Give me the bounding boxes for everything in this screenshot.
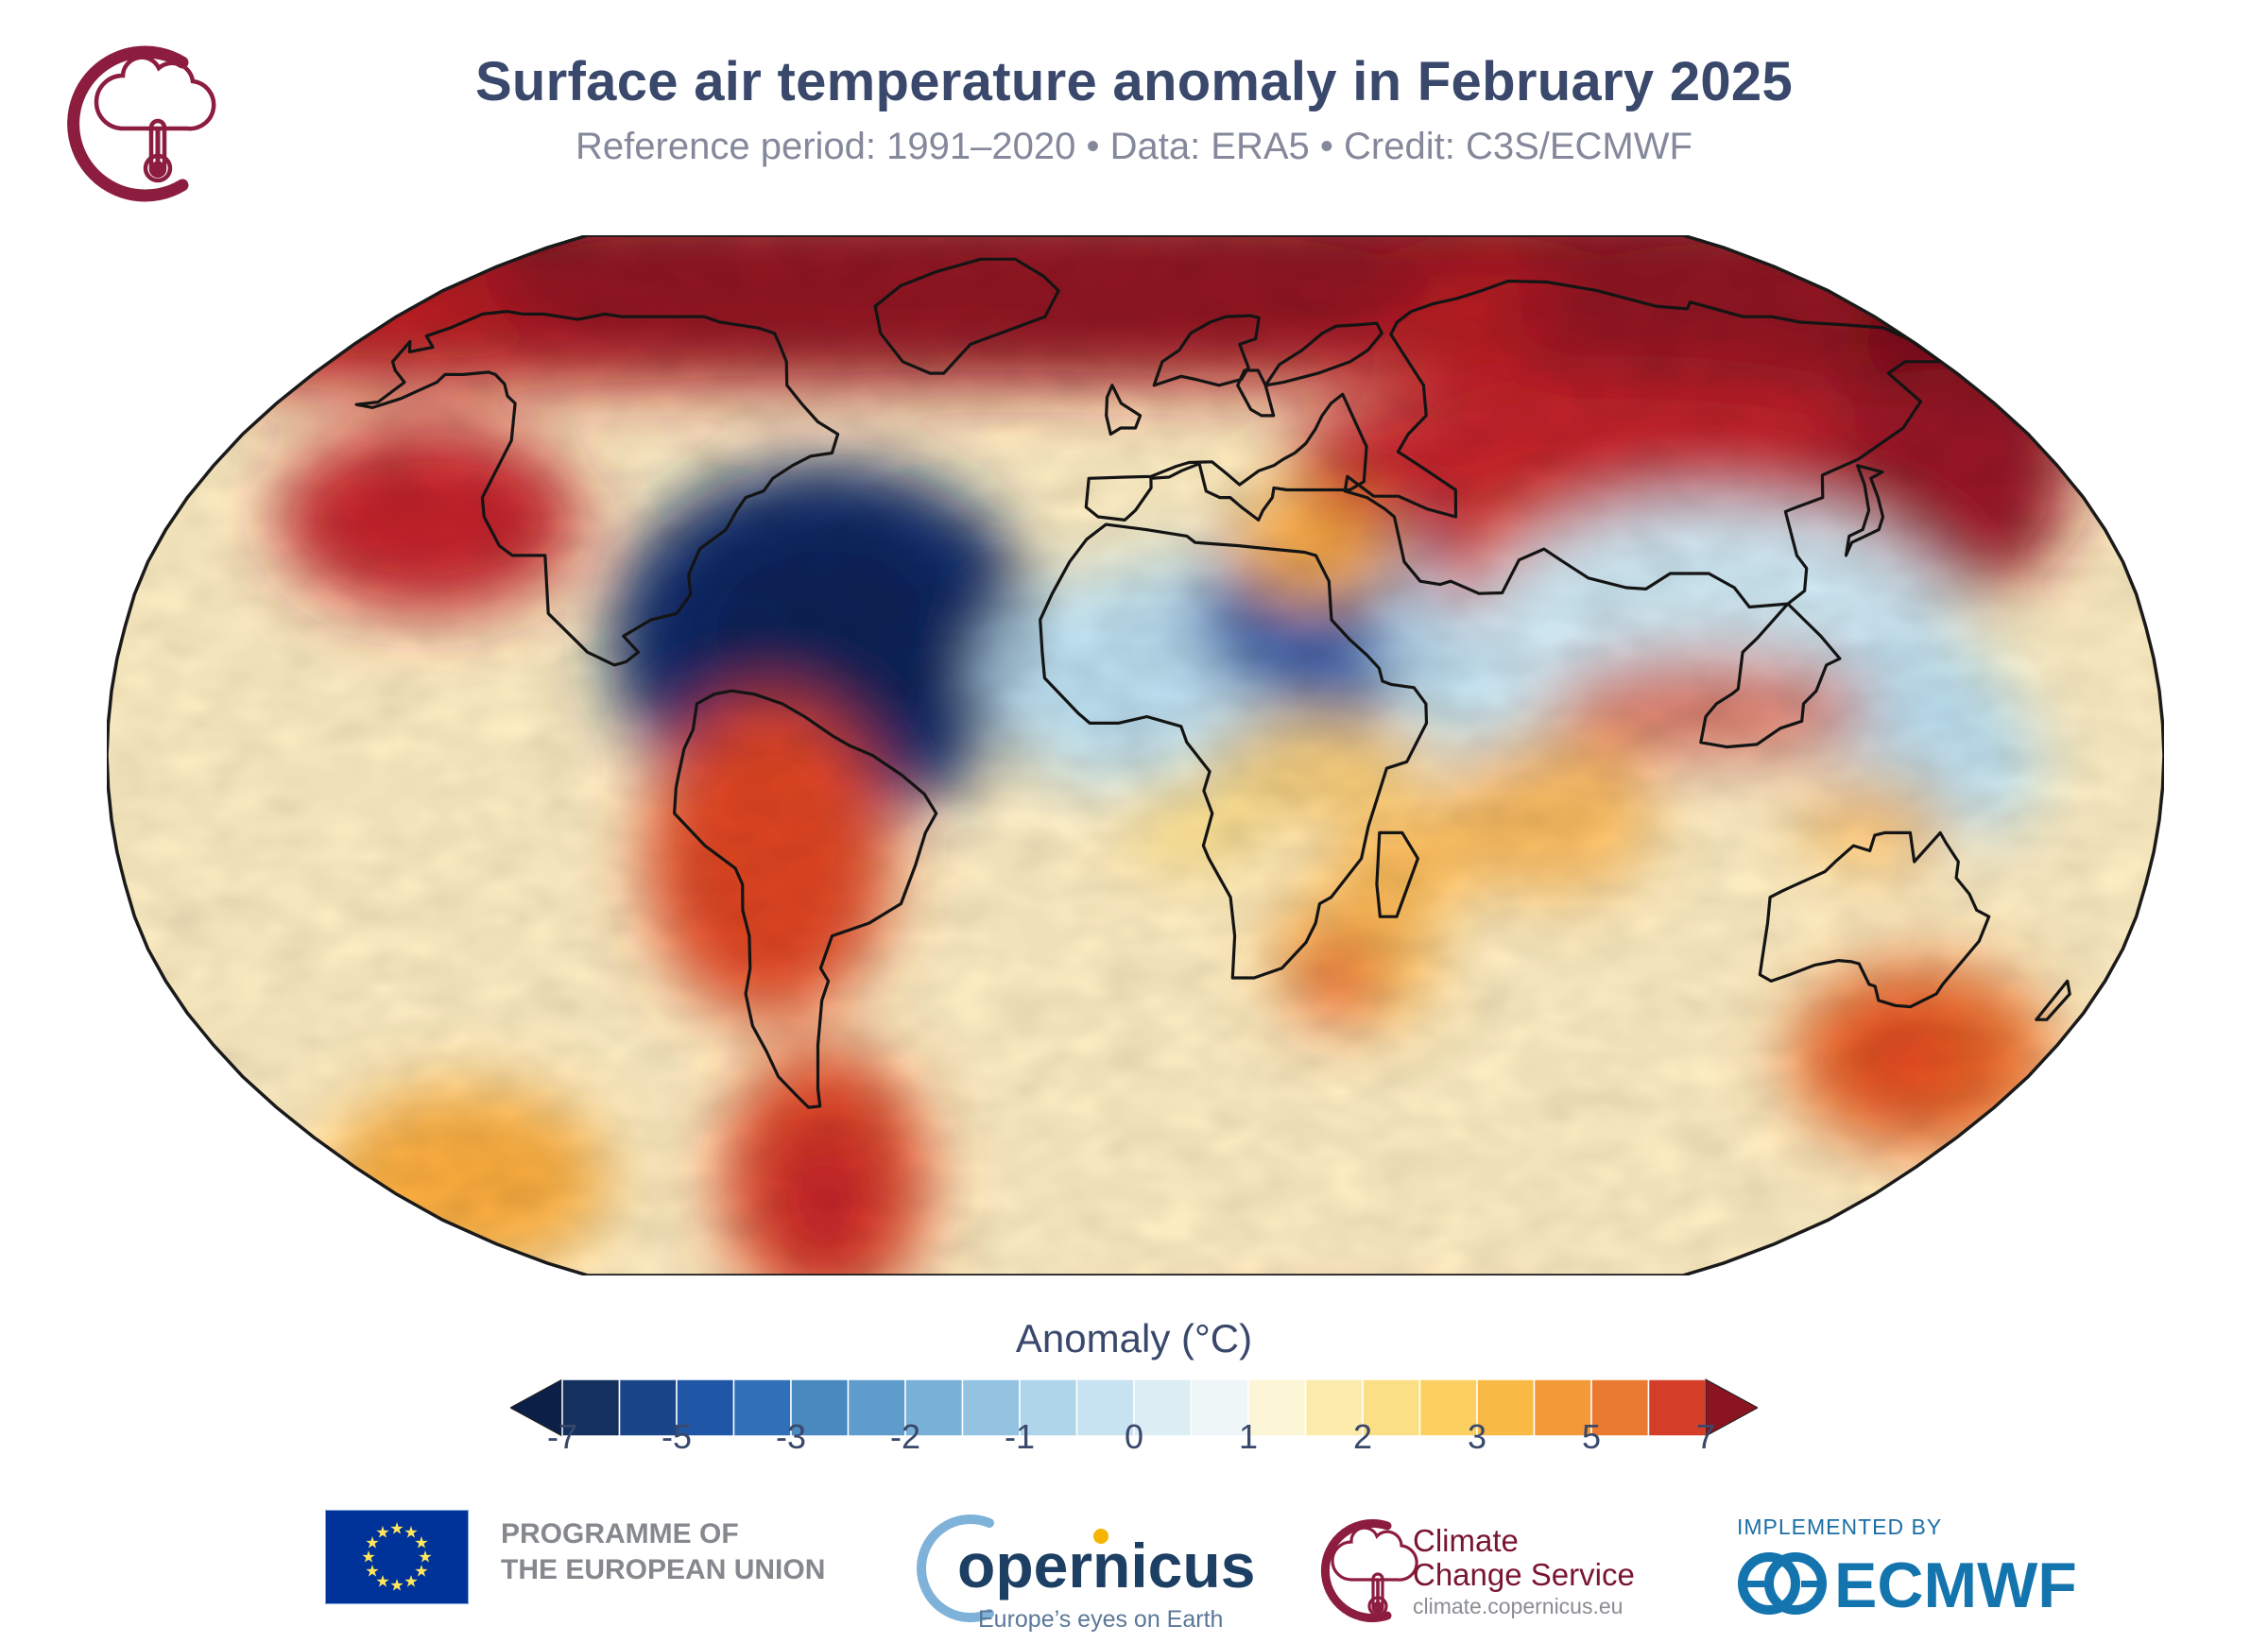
svg-text:ECMWF: ECMWF [1834,1549,2077,1621]
svg-text:Climate: Climate [1413,1523,1519,1558]
svg-text:climate.copernicus.eu: climate.copernicus.eu [1413,1594,1623,1618]
svg-text:Change Service: Change Service [1413,1557,1635,1592]
svg-text:Europe’s eyes on Earth: Europe’s eyes on Earth [978,1606,1223,1633]
